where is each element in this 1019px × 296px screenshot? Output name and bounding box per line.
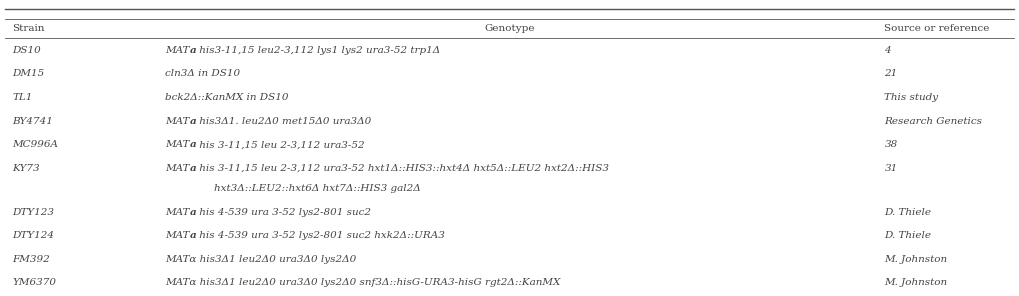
Text: DTY124: DTY124 <box>12 231 54 240</box>
Text: MAT: MAT <box>165 46 190 55</box>
Text: 31: 31 <box>884 164 898 173</box>
Text: Source or reference: Source or reference <box>884 24 989 33</box>
Text: his3Δ1. leu2Δ0 met15Δ0 ura3Δ0: his3Δ1. leu2Δ0 met15Δ0 ura3Δ0 <box>197 117 372 126</box>
Text: a: a <box>190 231 197 240</box>
Text: Research Genetics: Research Genetics <box>884 117 982 126</box>
Text: D. Thiele: D. Thiele <box>884 207 931 217</box>
Text: MAT: MAT <box>165 140 190 149</box>
Text: M. Johnston: M. Johnston <box>884 279 948 287</box>
Text: M. Johnston: M. Johnston <box>884 255 948 264</box>
Text: a: a <box>190 117 197 126</box>
Text: DM15: DM15 <box>12 70 45 78</box>
Text: his 3-11,15 leu 2-3,112 ura3-52: his 3-11,15 leu 2-3,112 ura3-52 <box>197 140 365 149</box>
Text: a: a <box>190 207 197 217</box>
Text: his 4-539 ura 3-52 lys2-801 suc2: his 4-539 ura 3-52 lys2-801 suc2 <box>197 207 371 217</box>
Text: 21: 21 <box>884 70 898 78</box>
Text: BY4741: BY4741 <box>12 117 53 126</box>
Text: MAT: MAT <box>165 231 190 240</box>
Text: MATα his3Δ1 leu2Δ0 ura3Δ0 lys2Δ0: MATα his3Δ1 leu2Δ0 ura3Δ0 lys2Δ0 <box>165 255 357 264</box>
Text: cln3Δ in DS10: cln3Δ in DS10 <box>165 70 240 78</box>
Text: hxt3Δ::LEU2::hxt6Δ hxt7Δ::HIS3 gal2Δ: hxt3Δ::LEU2::hxt6Δ hxt7Δ::HIS3 gal2Δ <box>201 184 421 193</box>
Text: Genotype: Genotype <box>484 24 535 33</box>
Text: 38: 38 <box>884 140 898 149</box>
Text: a: a <box>190 46 197 55</box>
Text: MATα his3Δ1 leu2Δ0 ura3Δ0 lys2Δ0 snf3Δ::hisG-URA3-hisG rgt2Δ::KanMX: MATα his3Δ1 leu2Δ0 ura3Δ0 lys2Δ0 snf3Δ::… <box>165 279 560 287</box>
Text: This study: This study <box>884 93 938 102</box>
Text: his 3-11,15 leu 2-3,112 ura3-52 hxt1Δ::HIS3::hxt4Δ hxt5Δ::LEU2 hxt2Δ::HIS3: his 3-11,15 leu 2-3,112 ura3-52 hxt1Δ::H… <box>197 164 609 173</box>
Text: his3-11,15 leu2-3,112 lys1 lys2 ura3-52 trp1Δ: his3-11,15 leu2-3,112 lys1 lys2 ura3-52 … <box>197 46 440 55</box>
Text: TL1: TL1 <box>12 93 33 102</box>
Text: a: a <box>190 140 197 149</box>
Text: YM6370: YM6370 <box>12 279 56 287</box>
Text: DS10: DS10 <box>12 46 41 55</box>
Text: DTY123: DTY123 <box>12 207 54 217</box>
Text: FM392: FM392 <box>12 255 50 264</box>
Text: MAT: MAT <box>165 117 190 126</box>
Text: a: a <box>190 164 197 173</box>
Text: D. Thiele: D. Thiele <box>884 231 931 240</box>
Text: Strain: Strain <box>12 24 45 33</box>
Text: MC996A: MC996A <box>12 140 58 149</box>
Text: bck2Δ::KanMX in DS10: bck2Δ::KanMX in DS10 <box>165 93 288 102</box>
Text: 4: 4 <box>884 46 892 55</box>
Text: MAT: MAT <box>165 207 190 217</box>
Text: MAT: MAT <box>165 164 190 173</box>
Text: KY73: KY73 <box>12 164 40 173</box>
Text: his 4-539 ura 3-52 lys2-801 suc2 hxk2Δ::URA3: his 4-539 ura 3-52 lys2-801 suc2 hxk2Δ::… <box>197 231 445 240</box>
